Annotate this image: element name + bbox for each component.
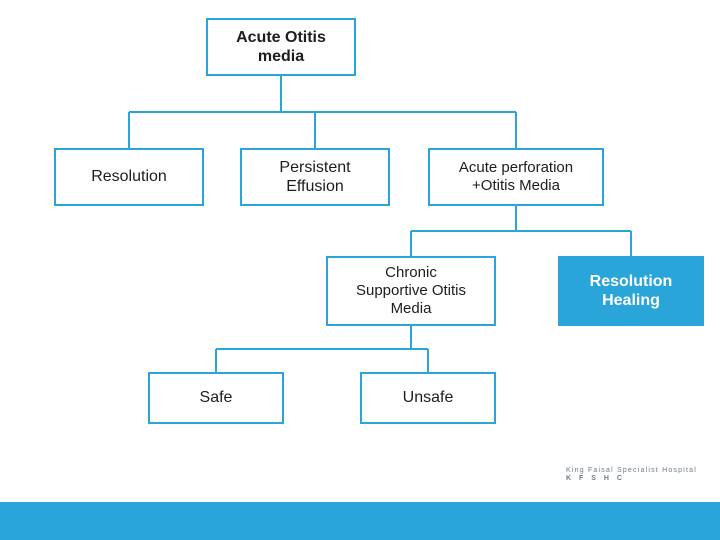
node-unsafe: Unsafe [360,372,496,424]
footer-bar [0,502,720,540]
node-persistent: PersistentEffusion [240,148,390,206]
node-healing: ResolutionHealing [558,256,704,326]
brand-logo: King Faisal Specialist Hospital K F S H … [566,458,686,492]
logo-line1: King Faisal Specialist Hospital [566,467,697,475]
node-csom: ChronicSupportive OtitisMedia [326,256,496,326]
node-perforation: Acute perforation+Otitis Media [428,148,604,206]
node-resolution: Resolution [54,148,204,206]
node-root: Acute Otitismedia [206,18,356,76]
node-safe: Safe [148,372,284,424]
logo-line2: K F S H C [566,475,697,483]
